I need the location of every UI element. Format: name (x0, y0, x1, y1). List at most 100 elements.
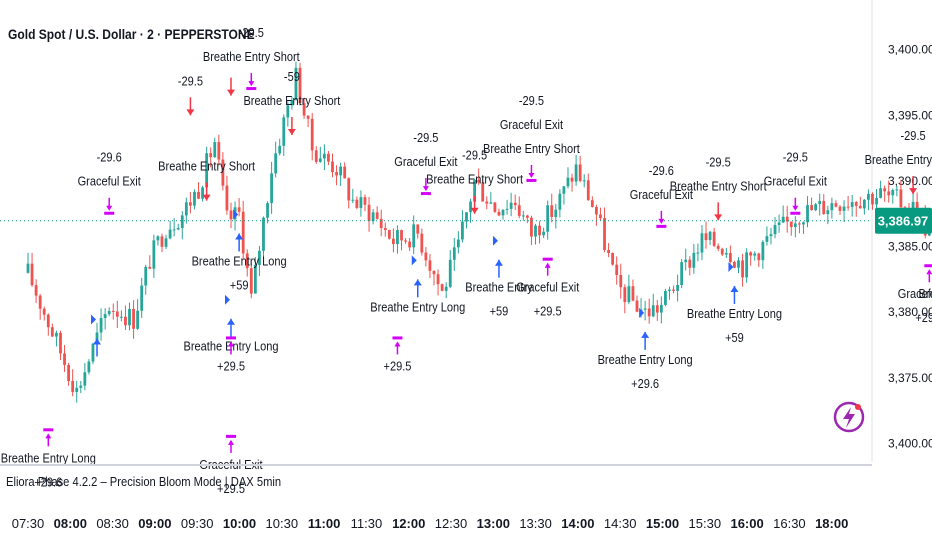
candle (595, 204, 598, 226)
signal-long: Breathe Entry Long +29.6 (598, 307, 693, 391)
exit-arrow-icon (394, 341, 401, 347)
candle-body (704, 233, 708, 241)
candle (144, 264, 148, 295)
candle (71, 369, 75, 397)
buy-triangle-icon (639, 307, 645, 318)
candle-body (416, 224, 420, 234)
candle-body (810, 205, 813, 211)
candle (643, 300, 647, 321)
candle-body (270, 173, 273, 204)
exit-bar (104, 211, 115, 215)
candle-body (497, 211, 501, 216)
buy-arrow-icon (641, 331, 650, 338)
candle-body (542, 231, 546, 236)
candle (806, 196, 809, 228)
signal-label: -29.5 (901, 128, 926, 143)
candle-body (867, 193, 870, 200)
candle-body (107, 310, 111, 315)
exit-arrow-icon (658, 218, 665, 224)
signal-short: Breathe Entry Short (158, 159, 256, 201)
time-tick-label: 15:00 (646, 516, 679, 531)
candle (599, 207, 602, 221)
candle (400, 229, 403, 251)
candle (302, 97, 306, 119)
candle (416, 224, 420, 239)
candle-body (396, 230, 399, 245)
candle-body (298, 67, 302, 104)
candle (103, 308, 107, 330)
candle-body (209, 153, 213, 158)
candle-body (724, 253, 728, 255)
signal-long: Breathe Entry +59 (465, 235, 533, 319)
candle (534, 223, 537, 245)
candle (132, 300, 135, 339)
candle (38, 294, 42, 320)
candle-body (87, 361, 91, 373)
candle (854, 200, 858, 217)
signal-label: Graceful Exit (764, 174, 828, 189)
candle-body (631, 286, 635, 301)
buy-triangle-icon (728, 261, 734, 272)
candle-body (136, 310, 140, 329)
candle (59, 330, 62, 360)
candle (262, 216, 265, 259)
candle-body (647, 308, 651, 317)
candle (607, 243, 610, 258)
candle-body (680, 262, 684, 286)
candle (765, 226, 769, 246)
signal-label: -29.5 (239, 25, 264, 40)
candle (237, 198, 241, 217)
candle (355, 196, 359, 210)
candle-body (777, 222, 781, 226)
pane-separator[interactable] (0, 464, 872, 466)
candle (879, 180, 882, 199)
candle (493, 202, 497, 213)
candle-body (692, 252, 696, 268)
last-price-value: 3,386.97 (878, 214, 929, 229)
candle-body (34, 285, 38, 296)
candle-body (550, 205, 554, 217)
signal-label: Breathe Entry Short (670, 178, 768, 193)
buy-arrow-icon (730, 285, 739, 292)
candle (570, 173, 574, 192)
signal-label: Breathe Entry Lor (919, 286, 932, 301)
candle (318, 146, 322, 163)
signal-exit: -29.6 Graceful Exit (630, 163, 694, 228)
candle-body (895, 189, 899, 191)
candle (258, 245, 261, 277)
candle-body (773, 225, 777, 235)
candle (627, 274, 631, 305)
time-tick-label: 10:30 (266, 516, 299, 531)
candle (55, 330, 58, 347)
candle-body (826, 210, 830, 215)
candle-body (205, 153, 209, 188)
price-axis: 3,400.00 3,395.00 3,390.00 3,385.00 3,380.00… (871, 0, 932, 550)
signal-long: Breathe Entry Long +59 (687, 261, 782, 345)
candle (99, 308, 103, 341)
candle (294, 61, 298, 101)
candle (34, 279, 38, 303)
candle-body (111, 310, 115, 312)
candle-body (530, 217, 533, 237)
candle-body (757, 253, 761, 261)
symbol-title[interactable]: Gold Spot / U.S. Dollar · 2 · PEPPERSTON… (8, 26, 255, 42)
time-tick-label: 13:00 (477, 516, 510, 531)
buy-triangle-icon (91, 314, 97, 325)
candle-body (201, 187, 204, 199)
candle-body (302, 103, 306, 116)
candle-body (404, 240, 407, 242)
candle-body (432, 270, 436, 275)
candle (241, 200, 245, 260)
candle-body (838, 206, 842, 211)
candle-body (485, 201, 489, 204)
candle (623, 284, 627, 314)
candle-body (684, 259, 688, 263)
candle-body (241, 211, 245, 254)
exit-bar (656, 224, 667, 228)
candle-body (193, 191, 196, 206)
candle (676, 274, 679, 302)
candle-body (274, 153, 278, 174)
candle-body (769, 234, 773, 237)
logo-ring (833, 401, 865, 433)
